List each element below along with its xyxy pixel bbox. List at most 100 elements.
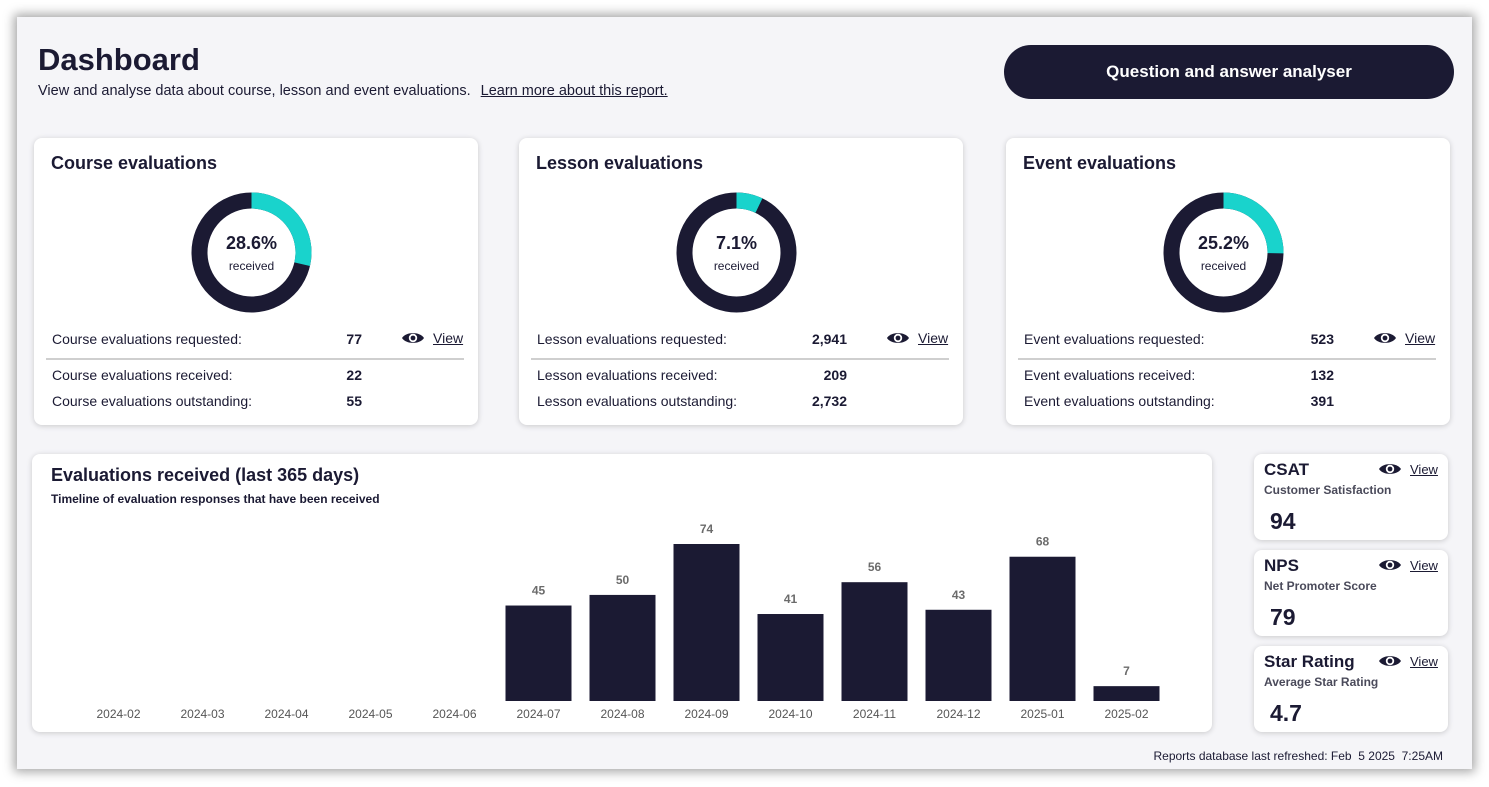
- eye-icon: [1379, 656, 1401, 666]
- view-course-link[interactable]: View: [401, 330, 463, 346]
- received-percent: 28.6%: [225, 232, 278, 253]
- csat-card: CSAT View Customer Satisfaction 94: [1254, 454, 1448, 540]
- x-tick-label: 2025-01: [1020, 707, 1064, 721]
- view-label: View: [1410, 653, 1438, 669]
- received-caption: received: [1200, 258, 1247, 273]
- view-lesson-link[interactable]: View: [886, 330, 948, 346]
- view-label: View: [1410, 557, 1438, 573]
- received-caption: received: [713, 258, 760, 273]
- view-star-rating-link[interactable]: View: [1378, 653, 1438, 669]
- view-csat-link[interactable]: View: [1378, 461, 1438, 477]
- received-value: 22: [346, 367, 362, 383]
- x-tick-label: 2024-09: [684, 707, 728, 721]
- outstanding-row: Event evaluations outstanding: 391: [1024, 393, 1436, 411]
- received-row: Lesson evaluations received: 209: [537, 367, 949, 385]
- qa-analyser-button[interactable]: Question and answer analyser: [1004, 45, 1454, 99]
- outstanding-row: Course evaluations outstanding: 55: [52, 393, 464, 411]
- bar-2025-02: [1093, 686, 1160, 701]
- outstanding-label: Lesson evaluations outstanding:: [537, 393, 738, 409]
- bar-2024-08: [589, 594, 656, 701]
- bar-value-label: 41: [784, 592, 798, 606]
- received-percent: 7.1%: [715, 232, 758, 253]
- x-tick-label: 2024-10: [768, 707, 812, 721]
- card-title: Course evaluations: [51, 153, 218, 173]
- subtitle-text: View and analyse data about course, less…: [38, 83, 471, 99]
- view-event-link[interactable]: View: [1373, 330, 1435, 346]
- donut-received-arc: [1163, 192, 1284, 313]
- eye-icon: [887, 333, 909, 343]
- x-tick-label: 2024-02: [96, 707, 140, 721]
- view-label: View: [433, 330, 464, 346]
- eye-icon: [1379, 464, 1401, 474]
- metric-name: Star Rating: [1264, 652, 1355, 671]
- view-label: View: [918, 330, 949, 346]
- requested-value: 2,941: [811, 331, 847, 347]
- requested-value: 77: [346, 331, 362, 347]
- x-tick-label: 2024-06: [432, 707, 476, 721]
- donut-chart: [191, 192, 312, 313]
- requested-label: Lesson evaluations requested:: [537, 331, 727, 347]
- bar-2025-01: [1009, 556, 1076, 701]
- star-rating-card: Star Rating View Average Star Rating 4.7: [1254, 646, 1448, 732]
- divider: [1018, 358, 1436, 360]
- received-row: Event evaluations received: 132: [1024, 367, 1436, 385]
- metric-description: Customer Satisfaction: [1264, 483, 1392, 497]
- metric-name: CSAT: [1264, 460, 1310, 479]
- last-refreshed-text: Reports database last refreshed: Feb 5 2…: [1153, 749, 1443, 763]
- card-title: Event evaluations: [1023, 153, 1177, 173]
- outstanding-value: 2,732: [811, 393, 847, 409]
- divider: [46, 358, 464, 360]
- received-label: Lesson evaluations received:: [537, 367, 718, 383]
- donut-received-arc: [191, 192, 312, 313]
- received-value: 132: [1310, 367, 1334, 383]
- outstanding-value: 55: [346, 393, 362, 409]
- outstanding-label: Event evaluations outstanding:: [1024, 393, 1215, 409]
- outstanding-value: 391: [1310, 393, 1334, 409]
- lesson-evaluations-card: Lesson evaluations 7.1% received Lesson …: [519, 138, 963, 425]
- x-tick-label: 2024-03: [180, 707, 224, 721]
- bar-value-label: 74: [700, 522, 714, 536]
- bar-2024-07: [505, 605, 572, 701]
- card-title: Lesson evaluations: [536, 153, 704, 173]
- received-label: Course evaluations received:: [52, 367, 233, 383]
- view-label: View: [1410, 461, 1438, 477]
- requested-label: Event evaluations requested:: [1024, 331, 1205, 347]
- bar-value-label: 43: [952, 588, 966, 602]
- metric-description: Net Promoter Score: [1264, 579, 1377, 593]
- chart-title: Evaluations received (last 365 days): [51, 465, 360, 485]
- bar-value-label: 50: [616, 573, 630, 587]
- bar-2024-11: [841, 582, 908, 701]
- x-tick-label: 2024-12: [936, 707, 980, 721]
- received-label: Event evaluations received:: [1024, 367, 1196, 383]
- x-tick-label: 2024-05: [348, 707, 392, 721]
- bar-value-label: 56: [868, 560, 882, 574]
- metric-name: NPS: [1264, 556, 1299, 575]
- requested-row: Event evaluations requested: 523: [1024, 331, 1436, 349]
- page-subtitle: View and analyse data about course, less…: [38, 83, 668, 99]
- view-nps-link[interactable]: View: [1378, 557, 1438, 573]
- received-percent: 25.2%: [1197, 232, 1250, 253]
- requested-row: Lesson evaluations requested: 2,941: [537, 331, 949, 349]
- received-caption: received: [228, 258, 275, 273]
- metric-value: 4.7: [1270, 700, 1302, 726]
- outstanding-label: Course evaluations outstanding:: [52, 393, 253, 409]
- requested-label: Course evaluations requested:: [52, 331, 242, 347]
- donut-received-arc: [676, 192, 797, 313]
- requested-value: 523: [1310, 331, 1334, 347]
- bar-value-label: 45: [532, 584, 546, 598]
- chart-subtitle: Timeline of evaluation responses that ha…: [51, 492, 380, 506]
- received-row: Course evaluations received: 22: [52, 367, 464, 385]
- bar-value-label: 7: [1123, 664, 1130, 678]
- learn-more-link[interactable]: Learn more about this report.: [480, 83, 668, 99]
- received-value: 209: [823, 367, 847, 383]
- donut-label: 7.1% received: [676, 192, 797, 313]
- eye-icon: [1379, 560, 1401, 570]
- metric-value: 94: [1270, 508, 1296, 534]
- bar-2024-12: [925, 609, 992, 701]
- bar-2024-10: [757, 614, 824, 701]
- bar-chart: 2024-02 2024-03 2024-04 2024-05 2024-06 45 202…: [96, 522, 1160, 721]
- donut-label: 28.6% received: [191, 192, 312, 313]
- requested-row: Course evaluations requested: 77: [52, 331, 464, 349]
- x-tick-label: 2024-08: [600, 707, 644, 721]
- donut-chart: [1163, 192, 1284, 313]
